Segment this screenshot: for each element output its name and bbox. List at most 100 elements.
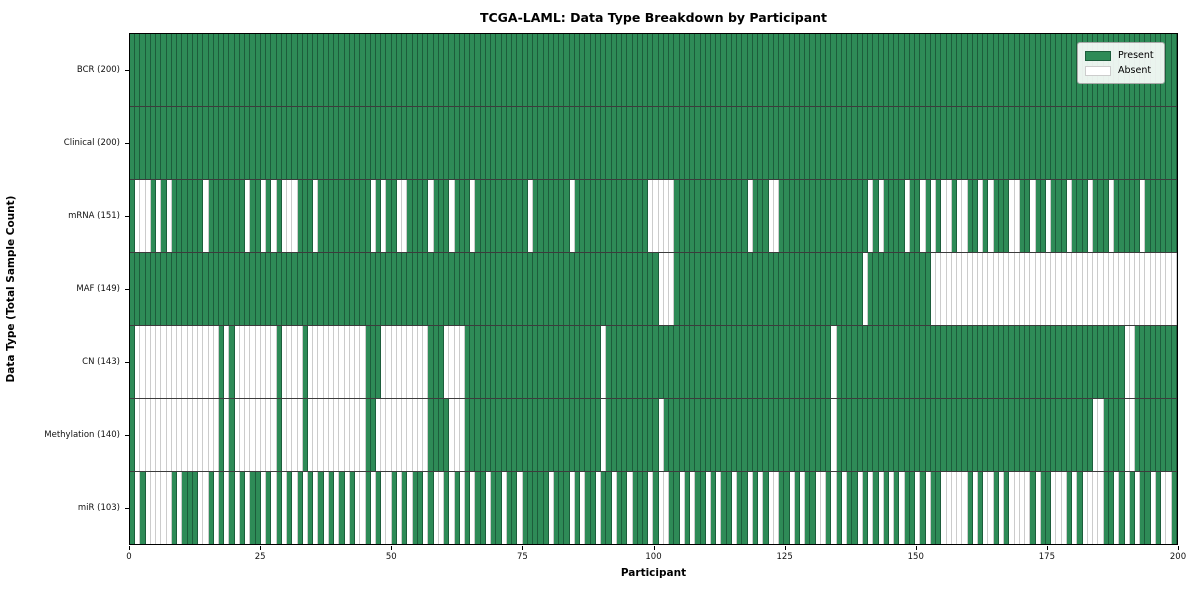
heatmap-cell bbox=[438, 326, 445, 398]
heatmap-cell bbox=[307, 472, 314, 544]
heatmap-cell bbox=[1030, 326, 1036, 398]
heatmap-cell bbox=[229, 472, 235, 544]
heatmap-cell bbox=[234, 399, 240, 471]
heatmap-cell bbox=[344, 107, 350, 179]
heatmap-cell bbox=[287, 34, 293, 106]
heatmap-cell bbox=[485, 472, 492, 544]
heatmap-cell bbox=[763, 399, 769, 471]
heatmap-cell bbox=[459, 472, 465, 544]
heatmap-cell bbox=[794, 253, 800, 325]
heatmap-cell bbox=[721, 326, 727, 398]
heatmap-cell bbox=[962, 253, 968, 325]
heatmap-cell bbox=[360, 180, 366, 252]
heatmap-cell bbox=[459, 399, 465, 471]
heatmap-cell bbox=[852, 472, 858, 544]
heatmap-cell bbox=[376, 399, 382, 471]
heatmap-cell bbox=[1009, 253, 1015, 325]
heatmap-cell bbox=[370, 399, 377, 471]
heatmap-cell bbox=[1072, 34, 1078, 106]
heatmap-cell bbox=[1046, 253, 1052, 325]
heatmap-cell bbox=[559, 472, 565, 544]
heatmap-cell bbox=[815, 399, 821, 471]
heatmap-cell bbox=[449, 399, 455, 471]
heatmap-cell bbox=[287, 180, 293, 252]
heatmap-cell bbox=[642, 34, 649, 106]
heatmap-cell bbox=[1155, 472, 1162, 544]
heatmap-cell bbox=[1119, 326, 1125, 398]
heatmap-cell bbox=[491, 472, 497, 544]
heatmap-cell bbox=[977, 472, 984, 544]
heatmap-cell bbox=[1140, 326, 1146, 398]
heatmap-cell bbox=[313, 326, 319, 398]
heatmap-cell bbox=[276, 399, 282, 471]
heatmap-cell bbox=[302, 399, 308, 471]
heatmap-cell bbox=[873, 180, 879, 252]
heatmap-cell bbox=[465, 180, 471, 252]
heatmap-cell bbox=[962, 326, 968, 398]
heatmap-cell bbox=[993, 326, 999, 398]
heatmap-cell bbox=[266, 472, 272, 544]
heatmap-cell bbox=[826, 34, 832, 106]
heatmap-cell bbox=[674, 399, 680, 471]
heatmap-cell bbox=[386, 34, 392, 106]
heatmap-cell bbox=[972, 107, 978, 179]
heatmap-cell bbox=[826, 107, 832, 179]
heatmap-cell bbox=[627, 107, 633, 179]
heatmap-cell bbox=[444, 253, 450, 325]
heatmap-cell bbox=[983, 326, 989, 398]
heatmap-cell bbox=[360, 34, 366, 106]
heatmap-cell bbox=[234, 472, 240, 544]
heatmap-cell bbox=[1004, 34, 1010, 106]
heatmap-cell bbox=[553, 253, 560, 325]
heatmap-cell bbox=[150, 253, 157, 325]
heatmap-cell bbox=[302, 253, 308, 325]
heatmap-cell bbox=[988, 326, 994, 398]
heatmap-cell bbox=[218, 34, 225, 106]
heatmap-cell bbox=[936, 34, 942, 106]
heatmap-cell bbox=[847, 107, 853, 179]
heatmap-cell bbox=[203, 107, 209, 179]
heatmap-cell bbox=[653, 326, 659, 398]
heatmap-cell bbox=[998, 326, 1005, 398]
heatmap-cell bbox=[742, 399, 748, 471]
heatmap-cell bbox=[381, 253, 387, 325]
heatmap-cell bbox=[574, 180, 581, 252]
heatmap-cell bbox=[700, 107, 706, 179]
heatmap-cell bbox=[679, 34, 685, 106]
heatmap-cell bbox=[810, 326, 816, 398]
heatmap-cell bbox=[574, 472, 581, 544]
heatmap-cell bbox=[1155, 253, 1162, 325]
heatmap-cell bbox=[1025, 107, 1031, 179]
heatmap-cell bbox=[1114, 180, 1120, 252]
heatmap-cell bbox=[883, 180, 889, 252]
heatmap-cell bbox=[271, 399, 277, 471]
heatmap-cell bbox=[883, 253, 889, 325]
heatmap-cell bbox=[182, 107, 188, 179]
heatmap-cell bbox=[972, 253, 978, 325]
heatmap-cell bbox=[276, 180, 282, 252]
heatmap-cell bbox=[1035, 107, 1041, 179]
heatmap-cell bbox=[1171, 34, 1177, 106]
heatmap-cell bbox=[794, 399, 800, 471]
heatmap-cell bbox=[1145, 180, 1151, 252]
heatmap-cell bbox=[1077, 399, 1083, 471]
heatmap-cell bbox=[957, 34, 963, 106]
heatmap-cell bbox=[841, 180, 848, 252]
heatmap-cell bbox=[904, 472, 910, 544]
heatmap-cell bbox=[601, 180, 607, 252]
heatmap-cell bbox=[485, 34, 492, 106]
heatmap-cell bbox=[266, 253, 272, 325]
heatmap-cell bbox=[915, 326, 921, 398]
heatmap-cell bbox=[904, 107, 910, 179]
heatmap-cell bbox=[428, 326, 434, 398]
heatmap-cell bbox=[224, 107, 230, 179]
heatmap-cell bbox=[386, 253, 392, 325]
heatmap-cell bbox=[936, 107, 942, 179]
heatmap-cell bbox=[1077, 326, 1083, 398]
heatmap-cell bbox=[742, 107, 748, 179]
heatmap-cell bbox=[156, 253, 162, 325]
heatmap-cell bbox=[302, 180, 308, 252]
heatmap-cell bbox=[763, 180, 769, 252]
heatmap-cell bbox=[512, 34, 518, 106]
heatmap-cell bbox=[967, 180, 973, 252]
